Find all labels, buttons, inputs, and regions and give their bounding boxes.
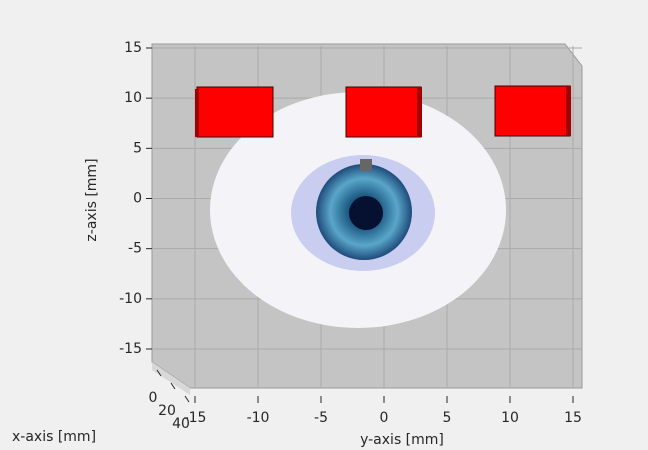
x-axis-label: x-axis [mm] xyxy=(12,429,96,445)
z-tick-label: 0 xyxy=(133,191,142,207)
x-tick-label: 40 xyxy=(172,416,190,432)
z-tick-label: 15 xyxy=(124,40,142,56)
z-tick-label: -5 xyxy=(128,241,142,257)
red-box-side xyxy=(195,89,199,137)
marker xyxy=(360,159,372,171)
red-box xyxy=(197,87,273,137)
y-tick-label: 5 xyxy=(443,410,452,426)
z-axis-label: z-axis [mm] xyxy=(84,158,100,241)
red-box xyxy=(495,86,570,136)
z-tick-label: -10 xyxy=(119,291,142,307)
z-tick-label: 5 xyxy=(133,140,142,156)
led-boxes xyxy=(195,86,571,137)
y-axis-label: y-axis [mm] xyxy=(360,432,444,448)
chart: x-axis [mm] y-axis [mm] z-axis [mm] -15 -… xyxy=(0,0,648,450)
red-box xyxy=(346,87,421,137)
z-tick-label: -15 xyxy=(119,341,142,357)
y-tick-label: -10 xyxy=(247,410,270,426)
red-box-side xyxy=(417,87,422,137)
y-tick-label: 0 xyxy=(380,410,389,426)
y-tick-label: -5 xyxy=(314,410,328,426)
pupil xyxy=(349,196,383,230)
red-box-side xyxy=(566,86,571,136)
z-tick-label: 10 xyxy=(124,90,142,106)
x-tick-label: 0 xyxy=(149,390,158,406)
y-tick-label: 15 xyxy=(564,410,582,426)
y-tick-label: 10 xyxy=(501,410,519,426)
